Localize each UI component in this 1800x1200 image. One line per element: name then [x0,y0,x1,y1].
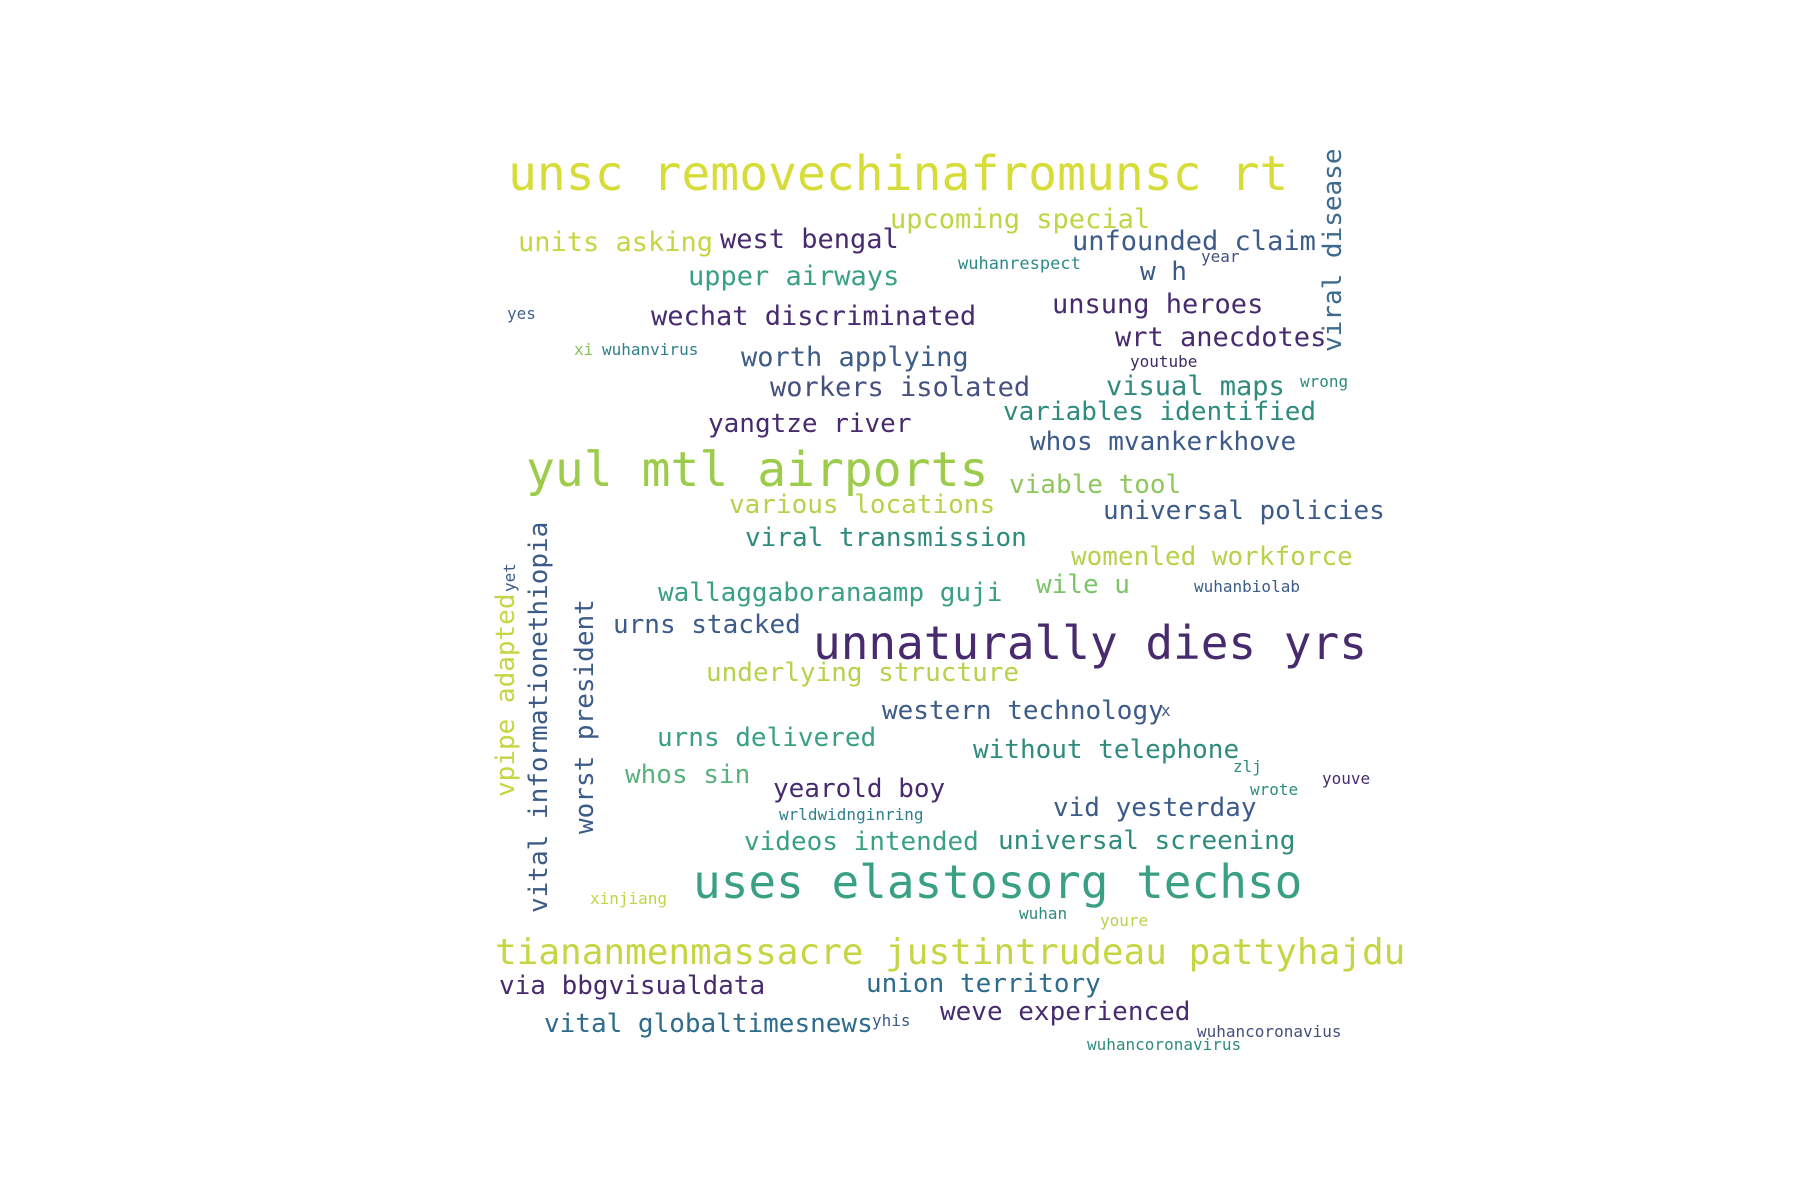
word: x [1161,701,1171,720]
word: various locations [729,490,996,520]
word: western technology [882,696,1164,726]
word: wuhanbiolab [1194,577,1300,596]
word: wuhanrespect [958,254,1081,274]
word: wile u [1036,570,1130,600]
word: xi [574,340,594,359]
word: wuhancoronavius [1197,1022,1342,1041]
word: youve [1322,769,1371,788]
word: units asking [518,227,714,258]
word: visual maps [1106,371,1285,402]
word: xinjiang [590,889,668,908]
word: youre [1100,911,1149,930]
word: weve experienced [940,997,1191,1027]
word: wuhanvirus [602,340,699,359]
word: west bengal [720,224,899,255]
word: viable tool [1009,470,1182,500]
word: wrt anecdotes [1115,322,1327,353]
word: without telephone [973,735,1240,765]
word: yes [507,304,536,323]
word: zlj [1233,757,1262,776]
word: worst president [570,599,600,834]
word: vpipe adapted [491,593,521,798]
word: w h [1140,257,1187,287]
word: variables identified [1003,397,1317,427]
word: vital informationethiopia [524,521,554,913]
word: via bbgvisualdata [499,971,766,1001]
word: whos mvankerkhove [1030,427,1297,457]
word: urns stacked [613,610,801,640]
word: universal policies [1103,496,1385,526]
word: wuhancoronavirus [1087,1035,1242,1054]
word: tiananmenmassacre justintrudeau pattyhaj… [495,932,1406,973]
word: vital globaltimesnews [544,1009,873,1039]
word: yhis [872,1011,911,1030]
word: womenled workforce [1071,542,1353,572]
word: unnaturally dies yrs [813,616,1367,670]
word: unsc removechinafromunsc rt [508,146,1289,202]
word: underlying structure [706,658,1020,688]
word: whos sin [625,760,751,790]
word: worth applying [741,342,969,373]
word: wallaggaboranaamp guji [658,578,1003,608]
word: universal screening [998,826,1296,856]
word: unsung heroes [1052,289,1264,320]
word: union territory [866,969,1101,999]
word: urns delivered [657,723,877,753]
word: workers isolated [770,372,1031,403]
word: yearold boy [773,774,946,804]
word: wrong [1300,372,1349,391]
word: upper airways [688,261,900,292]
word: yangtze river [708,409,912,439]
word: uses elastosorg techso [693,855,1303,909]
word: vid yesterday [1053,793,1257,823]
word: wechat discriminated [651,301,977,332]
word: upcoming special [890,204,1151,235]
word: viral transmission [745,523,1027,553]
word: wrote [1250,780,1299,799]
word: unfounded claim [1072,226,1316,257]
word: wrldwidnginring [779,805,924,824]
word: yul mtl airports [526,442,989,498]
word: yet [500,563,519,592]
word: videos intended [744,827,979,857]
word: year [1201,247,1240,266]
word: wuhan [1019,904,1068,923]
word: youtube [1130,352,1198,371]
